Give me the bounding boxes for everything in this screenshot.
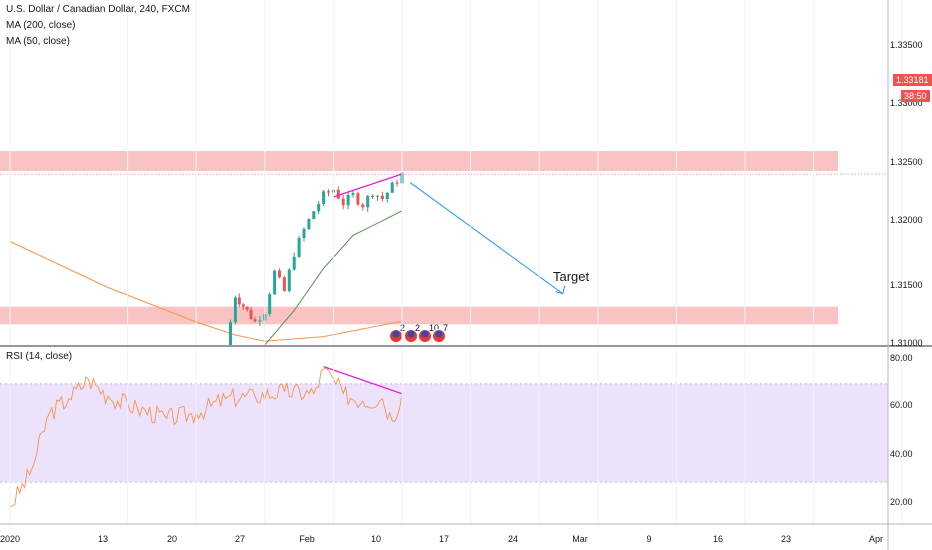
candle-body (385, 192, 389, 199)
candle-body (346, 195, 350, 206)
projection-arrow (409, 182, 564, 295)
candle-body (282, 277, 286, 291)
candle-body (380, 195, 384, 199)
time-tick: 23 (780, 534, 792, 544)
event-badge: 7 (432, 323, 448, 343)
rsi-tick: 80.00 (890, 353, 913, 363)
candle-body (307, 219, 311, 230)
time-tick: 2020 (0, 534, 21, 544)
time-tick: 16 (712, 534, 724, 544)
event-count: 2 (400, 323, 405, 333)
candle-body (341, 198, 345, 206)
candle-body (273, 270, 277, 295)
resistance-zone (0, 151, 838, 171)
time-tick: 20 (166, 534, 178, 544)
event-badge: 2 (404, 323, 420, 343)
price-tick: 1.31500 (890, 280, 923, 290)
candle-body (366, 196, 370, 208)
candle-body (241, 304, 245, 307)
candle-body (317, 203, 321, 212)
event-count: 10 (429, 323, 439, 333)
candle-body (278, 270, 281, 278)
candle-body (268, 294, 272, 314)
candle-body (356, 193, 360, 205)
time-tick: Apr (868, 534, 884, 544)
rsi-legend: RSI (14, close) (6, 351, 73, 362)
candle-body (292, 256, 296, 270)
event-badge: 2 (389, 323, 405, 343)
symbol-legend: U.S. Dollar / Canadian Dollar, 240, FXCM (6, 4, 190, 15)
projection-arrowhead (555, 285, 566, 295)
candle-body (395, 182, 399, 184)
candle-body (351, 193, 355, 196)
ma50-legend: MA (50, close) (6, 36, 70, 47)
price-tick: 1.32000 (890, 215, 923, 225)
rsi-pane[interactable] (0, 366, 888, 508)
flag-canton-icon (435, 330, 443, 338)
time-tick: 24 (507, 534, 519, 544)
countdown-tag: 38:50 (901, 90, 930, 102)
candle-body (312, 211, 316, 220)
event-badge: 10 (418, 323, 439, 343)
candle-body (237, 297, 241, 305)
event-count: 2 (415, 323, 420, 333)
time-tick: 9 (646, 534, 652, 544)
ma200-legend: MA (200, close) (6, 20, 76, 31)
time-tick: 10 (370, 534, 382, 544)
flag-canton-icon (407, 330, 415, 338)
event-count: 7 (443, 323, 448, 333)
current-price-tag: 1.33181 (893, 74, 932, 86)
candle-body (297, 237, 301, 257)
ma50-line (264, 210, 403, 345)
candle-body (322, 191, 326, 204)
price-pane[interactable]: 2 2 10 7 (0, 151, 888, 349)
candle-body (336, 189, 340, 199)
rsi-tick: 60.00 (890, 400, 913, 410)
candle-body (371, 196, 375, 198)
price-tick: 1.33500 (890, 40, 923, 50)
time-tick: 13 (97, 534, 109, 544)
support-zone (0, 306, 838, 325)
rsi-tick: 20.00 (890, 497, 913, 507)
candle-body (258, 320, 262, 322)
price-tick: 1.32500 (890, 157, 923, 167)
time-tick: Feb (299, 534, 315, 544)
candle-body (229, 322, 232, 345)
candle-body (376, 195, 379, 197)
rsi-band (0, 383, 888, 483)
time-tick: Mar (572, 534, 588, 544)
candle-body (287, 269, 291, 291)
candle-body (253, 319, 257, 322)
candle-body (233, 297, 237, 323)
candle-body (327, 191, 330, 193)
candle-body (245, 306, 249, 310)
flag-canton-icon (392, 330, 400, 338)
target-label: Target (553, 269, 590, 284)
time-tick: 17 (438, 534, 450, 544)
price-tick: 1.33000 (890, 98, 923, 108)
price-tick: 1.31000 (890, 338, 923, 348)
ma200-line (9, 241, 403, 342)
candle-body (249, 309, 253, 320)
flag-canton-icon (421, 330, 429, 338)
candle-body (390, 182, 394, 193)
price-divergence-line (333, 173, 403, 198)
candle-body (361, 204, 365, 208)
candle-body (302, 229, 306, 238)
rsi-line (9, 368, 403, 508)
rsi-divergence-line (323, 366, 403, 395)
rsi-tick: 40.00 (890, 449, 913, 459)
time-tick: 27 (234, 534, 246, 544)
